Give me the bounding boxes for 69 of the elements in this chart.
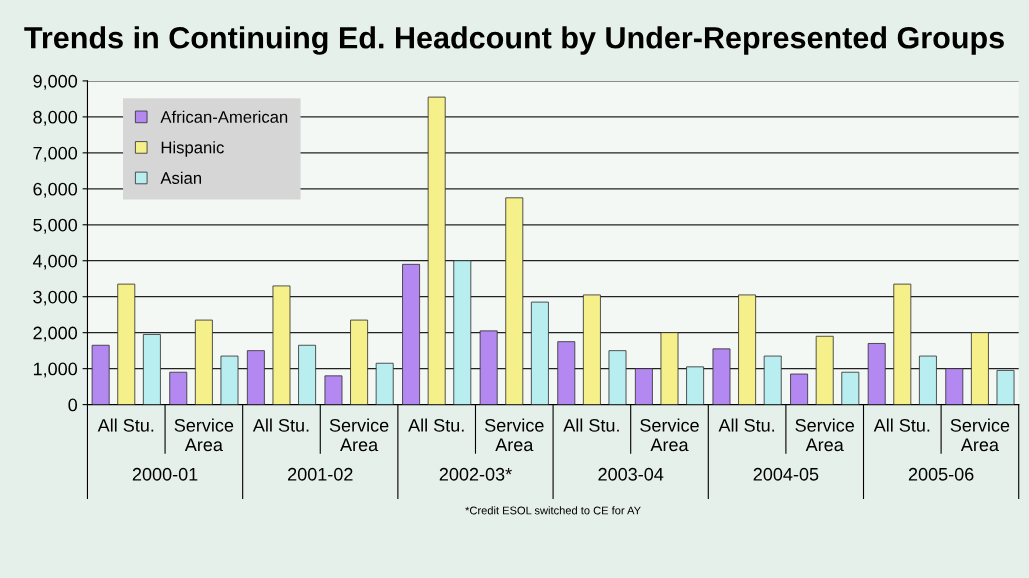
bar xyxy=(350,319,369,405)
bar xyxy=(453,260,472,405)
text: 2003-04 xyxy=(598,467,664,481)
y-tick-label: 6,000 xyxy=(33,182,78,198)
y-tick-label: 1,000 xyxy=(33,362,78,378)
y-tick-label: 4,000 xyxy=(32,254,78,270)
bar xyxy=(582,294,601,405)
bar xyxy=(634,368,653,405)
x-tick-label: All Stu. xyxy=(718,418,775,432)
bar xyxy=(91,344,110,405)
x-tick-label: Service Area xyxy=(640,418,699,452)
x-tick-label: All Stu. xyxy=(252,418,309,432)
x-tick-label: Service Area xyxy=(950,418,1010,452)
bar xyxy=(867,343,886,405)
bar xyxy=(194,319,213,405)
bar xyxy=(608,350,627,405)
bar xyxy=(763,355,782,405)
bar xyxy=(996,370,1015,405)
bar xyxy=(272,285,291,405)
bar xyxy=(918,355,937,405)
y-tick-label: 8,000 xyxy=(33,110,78,126)
bar xyxy=(815,335,834,405)
x-tick-label: All Stu. xyxy=(563,418,619,432)
bar xyxy=(790,373,809,405)
x-tick-label: All Stu. xyxy=(873,418,930,432)
bar xyxy=(402,263,421,405)
x-tick-label: Service Area xyxy=(485,418,544,452)
bar xyxy=(945,368,964,405)
bar xyxy=(557,341,576,405)
y-tick-label: 2,000 xyxy=(33,326,78,342)
bar xyxy=(893,283,912,405)
bar xyxy=(117,283,136,405)
bar xyxy=(686,366,705,405)
bar xyxy=(169,371,188,405)
chart-title: Trends in Continuing Ed. Headcount by Under-Represented Groups xyxy=(24,26,1004,55)
y-tick-label: 0 xyxy=(68,398,78,412)
legend-label: Asian xyxy=(160,171,202,184)
text: *Credit ESOL switched to CE for AY xyxy=(465,506,641,515)
bar xyxy=(427,96,446,405)
x-tick-label: Service Area xyxy=(174,418,234,452)
text: 2005-06 xyxy=(908,467,974,481)
bar xyxy=(324,375,343,405)
x-tick-label: All Stu. xyxy=(408,418,464,432)
y-tick-label: 7,000 xyxy=(33,146,78,162)
bar xyxy=(375,362,394,405)
text: 2001-02 xyxy=(288,467,353,481)
text: 2000-01 xyxy=(132,467,198,481)
legend-label: Hispanic xyxy=(161,141,224,157)
x-tick-label: Service Area xyxy=(795,418,854,452)
legend-label: African-American xyxy=(160,110,288,123)
bar xyxy=(660,332,679,405)
x-tick-label: Service Area xyxy=(329,418,389,452)
bar xyxy=(970,332,989,405)
bar xyxy=(142,334,161,405)
bar xyxy=(298,344,317,405)
bar xyxy=(479,330,498,405)
x-tick-label: All Stu. xyxy=(97,418,154,432)
y-tick-label: 9,000 xyxy=(33,74,78,90)
text: 2004-05 xyxy=(753,467,819,481)
bar xyxy=(530,301,549,405)
bar xyxy=(220,355,239,405)
y-tick-label: 3,000 xyxy=(33,290,78,306)
bar xyxy=(738,294,757,405)
y-tick-label: 5,000 xyxy=(33,218,78,234)
bar xyxy=(841,371,860,405)
bar xyxy=(246,350,265,405)
text: 2002-03* xyxy=(439,467,512,481)
bar xyxy=(712,348,731,405)
bar xyxy=(505,197,524,405)
